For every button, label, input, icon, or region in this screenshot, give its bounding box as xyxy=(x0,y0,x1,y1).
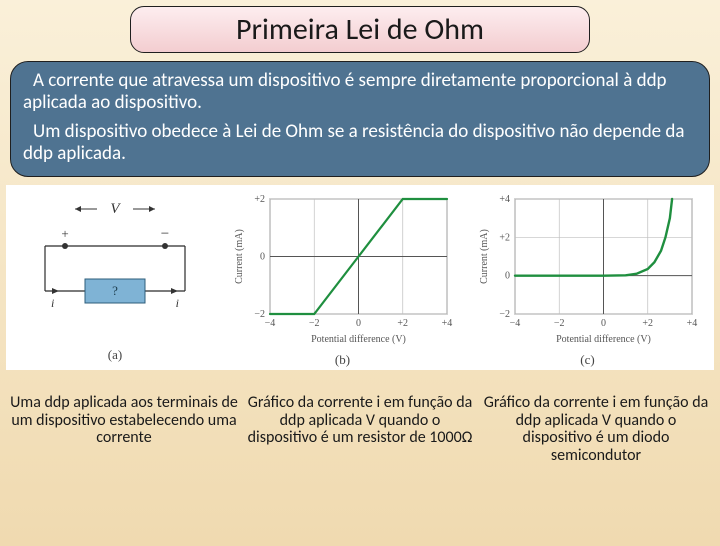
circuit-diagram: V + −? i i xyxy=(20,191,210,341)
svg-text:i: i xyxy=(176,296,179,310)
svg-text:0: 0 xyxy=(260,251,265,262)
svg-text:+2: +2 xyxy=(499,232,510,243)
figure-a-label: (a) xyxy=(20,347,210,363)
svg-text:+2: +2 xyxy=(397,318,408,329)
caption-c: Gráfico da corrente i em função da ddp a… xyxy=(482,394,710,466)
chart-c-diode: −4−20+2+4−20+2+4Potential difference (V)… xyxy=(475,191,700,346)
svg-text:−2: −2 xyxy=(554,318,565,329)
svg-text:−2: −2 xyxy=(309,318,320,329)
caption-b: Gráfico da corrente i em função da ddp a… xyxy=(246,394,474,466)
svg-text:Potential difference (V): Potential difference (V) xyxy=(556,334,651,345)
svg-text:+4: +4 xyxy=(499,194,510,205)
svg-text:+4: +4 xyxy=(687,318,698,329)
figure-a: V + −? i i (a) xyxy=(20,191,210,363)
svg-text:Current (mA): Current (mA) xyxy=(479,229,490,284)
svg-text:−4: −4 xyxy=(265,318,276,329)
desc-paragraph-2: Um dispositivo obedece à Lei de Ohm se a… xyxy=(23,121,697,166)
desc-paragraph-1: A corrente que atravessa um dispositivo … xyxy=(23,70,697,115)
figures-row: V+−?ii (a) −4−20+2+4−20+2Potential diffe… xyxy=(6,185,714,370)
svg-text:0: 0 xyxy=(356,318,361,329)
chart-b-linear: −4−20+2+4−20+2Potential difference (V)Cu… xyxy=(230,191,455,346)
svg-text:−2: −2 xyxy=(499,309,510,320)
figure-c-label: (c) xyxy=(475,352,700,368)
svg-text:V: V xyxy=(110,201,121,217)
svg-text:?: ? xyxy=(112,283,118,298)
svg-text:i: i xyxy=(51,296,54,310)
figure-b: −4−20+2+4−20+2Potential difference (V)Cu… xyxy=(230,191,455,368)
svg-text:0: 0 xyxy=(601,318,606,329)
svg-text:+2: +2 xyxy=(642,318,653,329)
caption-a: Uma ddp aplicada aos terminais de um dis… xyxy=(10,394,238,466)
figure-b-label: (b) xyxy=(230,352,455,368)
svg-text:0: 0 xyxy=(505,270,510,281)
svg-text:−: − xyxy=(161,226,169,242)
svg-text:+2: +2 xyxy=(254,194,265,205)
page-title: Primeira Lei de Ohm xyxy=(236,11,484,48)
svg-text:−4: −4 xyxy=(510,318,521,329)
svg-text:Current (mA): Current (mA) xyxy=(234,229,245,284)
figure-c: −4−20+2+4−20+2+4Potential difference (V)… xyxy=(475,191,700,368)
svg-text:+: + xyxy=(61,226,68,241)
svg-text:−2: −2 xyxy=(254,309,265,320)
description-box: A corrente que atravessa um dispositivo … xyxy=(10,61,710,177)
title-box: Primeira Lei de Ohm xyxy=(130,6,590,53)
svg-text:+4: +4 xyxy=(442,318,453,329)
captions-row: Uma ddp aplicada aos terminais de um dis… xyxy=(10,394,710,466)
svg-text:Potential difference (V): Potential difference (V) xyxy=(311,334,406,345)
